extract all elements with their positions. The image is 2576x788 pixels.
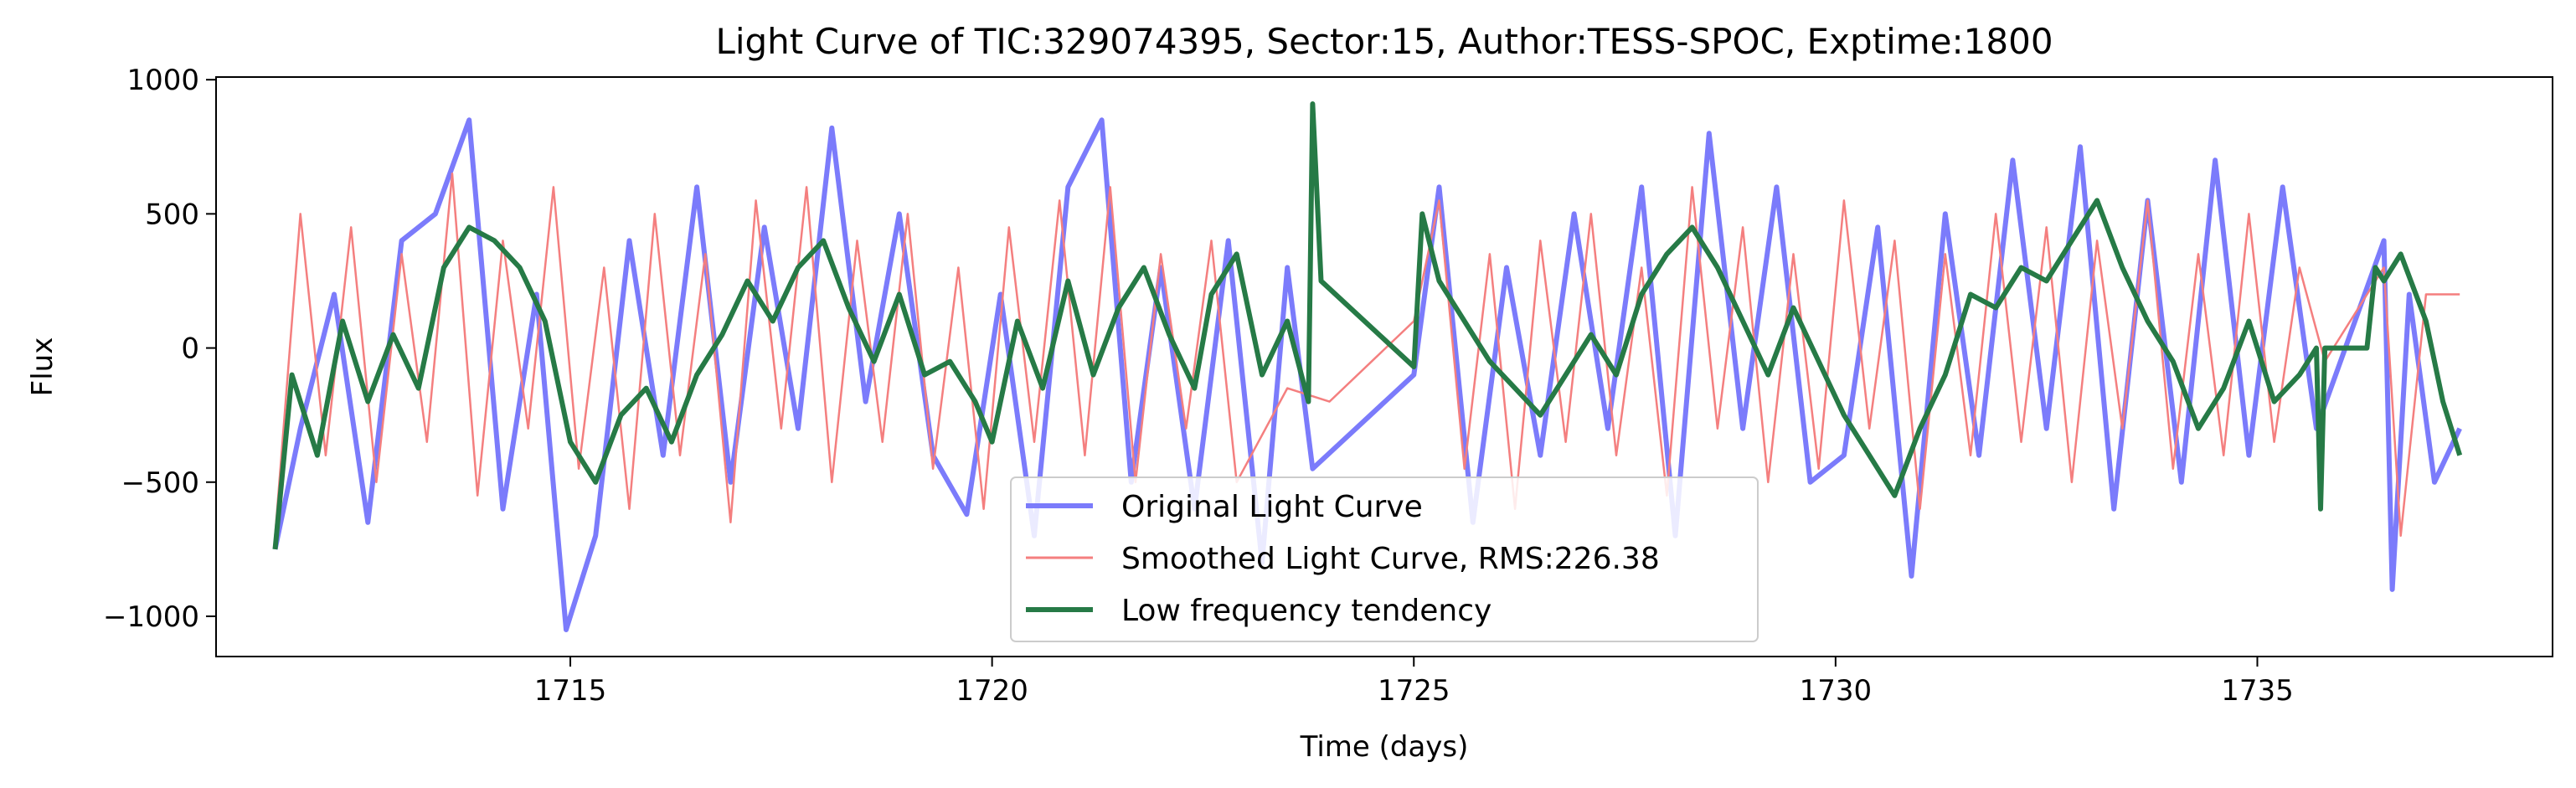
y-tick-label: −1000 — [103, 600, 199, 634]
x-tick-label: 1715 — [534, 674, 607, 708]
x-axis: 1715 1720 1725 1730 1735 — [534, 657, 2294, 708]
legend-label-2: Smoothed Light Curve, RMS:226.38 — [1121, 542, 1660, 576]
y-tick-label: 1000 — [126, 64, 199, 97]
series-line-2 — [274, 173, 2460, 538]
x-tick-label: 1735 — [2221, 674, 2294, 708]
legend-label-3: Low frequency tendency — [1121, 594, 1492, 628]
legend: Original Light Curve Smoothed Light Curve… — [1010, 476, 1759, 642]
x-tick-label: 1720 — [956, 674, 1028, 708]
y-tick-label: 0 — [181, 332, 199, 366]
legend-box — [1010, 476, 1759, 642]
series-line-1 — [272, 117, 2462, 632]
plot-frame — [215, 76, 2553, 657]
series-line-3 — [272, 101, 2463, 550]
y-axis-label: Flux — [26, 337, 59, 397]
y-axis: −1000 −500 0 500 1000 — [103, 64, 216, 634]
y-tick-label: 500 — [145, 198, 199, 231]
series-layer — [272, 101, 2463, 632]
chart-title: Light Curve of TIC:329074395, Sector:15,… — [715, 21, 2053, 62]
x-axis-label: Time (days) — [1300, 730, 1469, 764]
x-tick-label: 1730 — [1800, 674, 1873, 708]
legend-label-1: Original Light Curve — [1121, 490, 1423, 524]
x-tick-label: 1725 — [1378, 674, 1450, 708]
y-tick-label: −500 — [121, 466, 199, 500]
